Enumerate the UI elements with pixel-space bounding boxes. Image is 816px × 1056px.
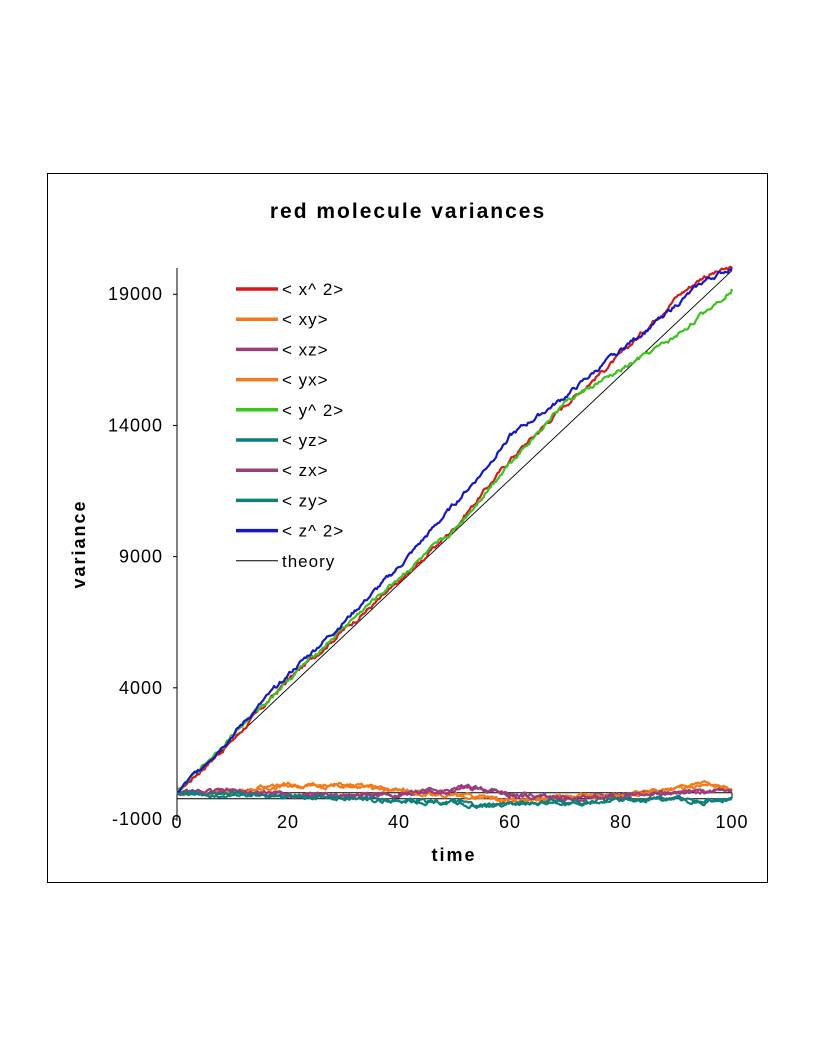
y-tick-label: 14000: [108, 415, 163, 435]
y-tick-label: 9000: [119, 547, 163, 567]
legend-label-1: < xy>: [282, 310, 329, 329]
legend-label-3: < yx>: [282, 371, 329, 390]
series-line-6: [176, 783, 733, 802]
legend-label-4: < y^ 2>: [282, 401, 344, 420]
legend-label-2: < xz>: [282, 340, 329, 359]
y-axis-title: variance: [69, 499, 89, 588]
x-tick-label: 60: [499, 812, 521, 832]
legend-label-7: < zy>: [282, 491, 329, 510]
series-line-4: [176, 288, 734, 793]
legend-label-8: < z^ 2>: [282, 522, 344, 541]
series-line-8: [176, 267, 733, 793]
legend-label-5: < yz>: [282, 431, 329, 450]
x-axis-title: time: [431, 845, 476, 865]
chart-frame: red molecule variances variance time -10…: [47, 173, 768, 883]
legend-label-6: < zx>: [282, 461, 329, 480]
y-tick-label: 19000: [108, 284, 163, 304]
x-tick-label: 40: [388, 812, 410, 832]
legend: < x^ 2> < xy> < xz> < yx> < y^ 2> < yz> < zx> <…: [236, 280, 344, 571]
series-line-7: [176, 790, 733, 810]
x-tick-label: 80: [610, 812, 632, 832]
legend-label-9: theory: [282, 552, 335, 571]
plot-area: -1000 4000 9000 14000 19000 0 20 40 60 80 100: [108, 265, 748, 832]
x-tick-label: 20: [277, 812, 299, 832]
chart-svg: red molecule variances variance time -10…: [69, 200, 748, 865]
x-tick-label: 0: [171, 812, 182, 832]
y-tick-label: -1000: [112, 809, 163, 829]
legend-label-0: < x^ 2>: [282, 280, 344, 299]
x-tick-label: 100: [715, 812, 748, 832]
y-tick-label: 4000: [119, 678, 163, 698]
chart-title: red molecule variances: [270, 200, 546, 223]
